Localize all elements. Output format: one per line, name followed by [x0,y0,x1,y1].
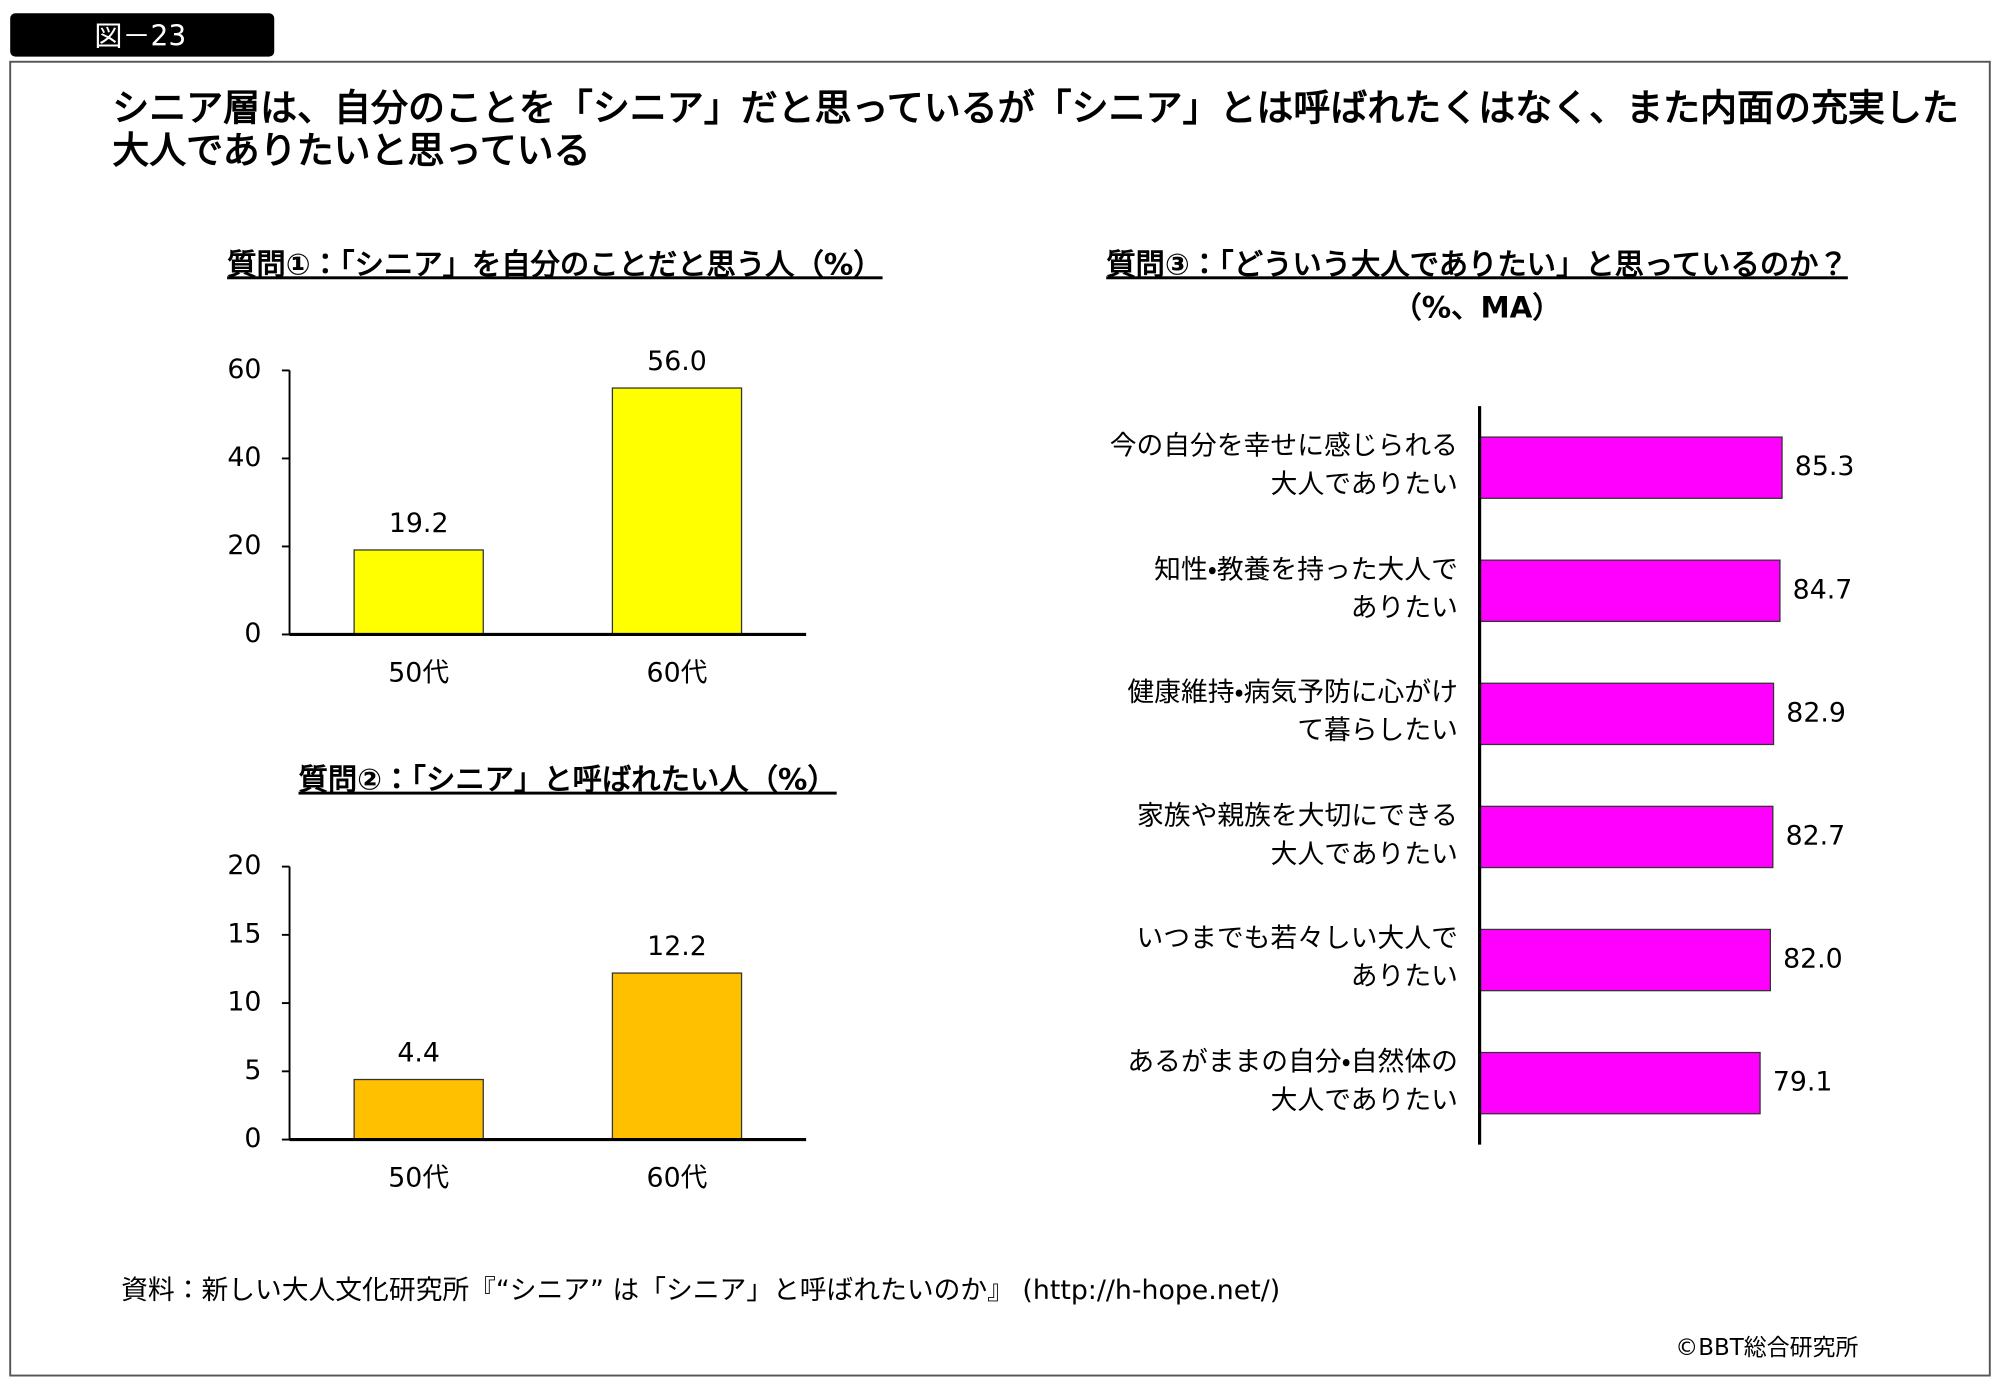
bar [1478,805,1774,869]
copyright: ©BBT総合研究所 [1675,1335,1858,1361]
x-tick-label: 60代 [647,658,708,689]
y-tick-label: 60 [227,354,261,385]
value-label: 56.0 [647,346,707,377]
y-tick-label: 0 [244,1123,261,1154]
chart-subtitle: （%、MA） [1392,291,1561,325]
value-label: 82.9 [1786,697,1846,728]
category-label-box: 知性・教養を持った大人で ありたい [1154,553,1458,623]
category-label-box: あるがままの自分・自然体の 大人でありたい [1127,1046,1458,1116]
value-label: 85.3 [1795,451,1855,482]
category-label-box: 健康維持・病気予防に心がけ て暮らしたい [1127,676,1458,746]
category-label: いつまでも若々しい大人で ありたい [1136,923,1458,992]
chart-title: 質問③：「どういう大人でありたい」と思っているのか？ [1106,247,1848,281]
source: 資料：新しい大人文化研究所『“シニア” は「シニア」と呼ばれたいのか』 (htt… [121,1275,1280,1306]
value-label: 82.7 [1786,820,1846,851]
figure-label: 図－23 [94,20,186,53]
chart-title: 質問①：「シニア」を自分のことだと思う人（%） [227,247,882,281]
y-tick-label: 20 [227,850,261,881]
category-label: 家族や親族を大切にできる 大人でありたい [1136,799,1458,869]
value-label: 19.2 [389,508,449,539]
value-label: 82.0 [1783,944,1843,975]
value-label: 4.4 [397,1038,440,1069]
y-tick-label: 20 [227,530,261,561]
headline: シニア層は、自分のことを「シニア」だと思っているが「シニア」とは呼ばれたくはなく… [112,87,1959,130]
chart-title: 質問②：「シニア」と呼ばれたい人（%） [299,763,837,797]
y-tick-label: 10 [227,987,261,1018]
x-tick-label: 60代 [647,1163,708,1194]
bar [353,549,484,636]
x-tick-label: 50代 [388,658,449,689]
bar [1478,559,1781,623]
bar [1478,1051,1761,1115]
bar [611,387,743,636]
category-label: 知性・教養を持った大人で ありたい [1154,553,1458,623]
bar [1478,436,1783,499]
figure-label-box [10,13,275,57]
y-tick-label: 15 [227,918,261,949]
x-tick-label: 50代 [388,1163,449,1194]
y-tick-label: 0 [244,618,261,649]
headline: 大人でありたいと思っている [112,129,590,172]
value-label: 84.7 [1793,574,1853,605]
category-label: あるがままの自分・自然体の 大人でありたい [1127,1046,1458,1116]
value-label: 12.2 [647,931,707,962]
bar [353,1078,484,1141]
category-label: 健康維持・病気予防に心がけ て暮らしたい [1127,676,1458,746]
category-label-box: いつまでも若々しい大人で ありたい [1136,923,1458,992]
category-label: 今の自分を幸せに感じられる 大人でありたい [1109,430,1458,500]
category-label-box: 今の自分を幸せに感じられる 大人でありたい [1109,430,1458,500]
y-tick-label: 5 [244,1055,261,1086]
bar [1478,928,1771,992]
category-label-box: 家族や親族を大切にできる 大人でありたい [1136,799,1458,869]
y-tick-label: 40 [227,442,261,473]
value-label: 79.1 [1773,1067,1833,1098]
bar [611,972,743,1141]
bar [1478,682,1775,746]
